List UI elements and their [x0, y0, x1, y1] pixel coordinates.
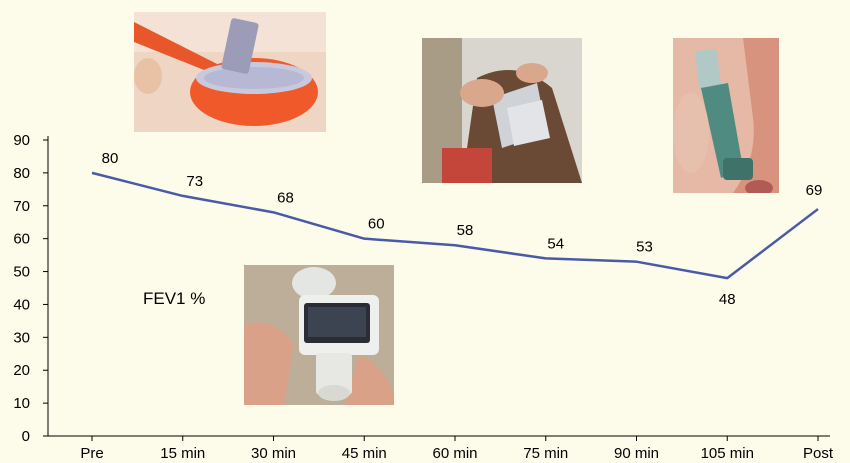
data-label: 58 [457, 222, 474, 239]
fev1-annotation: FEV1 % [143, 289, 206, 308]
data-label: 80 [102, 150, 119, 167]
x-tick-label: 90 min [614, 445, 659, 462]
asthma-inhaler-photo [673, 38, 779, 193]
y-tick-label: 90 [13, 132, 30, 149]
data-labels: 80 73 68 60 58 54 53 48 69 [102, 150, 823, 308]
x-tick-label: 45 min [342, 445, 387, 462]
x-tick-label: Post [803, 445, 834, 462]
x-tick-label: 75 min [523, 445, 568, 462]
x-tick-label: 105 min [701, 445, 754, 462]
x-axis: Pre 15 min 30 min 45 min 60 min 75 min 90 min 1… [48, 435, 834, 462]
y-tick-label: 0 [22, 428, 30, 445]
y-tick-label: 40 [13, 296, 30, 313]
x-tick-label: 60 min [432, 445, 477, 462]
y-tick-label: 30 [13, 329, 30, 346]
handheld-spirometer-photo [244, 265, 394, 405]
data-label: 69 [806, 182, 823, 199]
data-label: 60 [368, 216, 385, 233]
data-label: 54 [547, 235, 564, 252]
y-tick-label: 50 [13, 264, 30, 281]
y-axis: 0 10 20 30 40 50 60 70 80 90 [13, 132, 49, 445]
y-tick-label: 60 [13, 231, 30, 248]
hair-dye-bowl-photo [134, 12, 326, 132]
y-tick-label: 10 [13, 395, 30, 412]
data-label: 73 [186, 173, 203, 190]
data-label: 48 [719, 291, 736, 308]
hair-foil-application-photo [422, 38, 582, 183]
y-tick-label: 80 [13, 165, 30, 182]
x-tick-label: Pre [80, 445, 103, 462]
series-fev1 [91, 171, 819, 280]
x-tick-label: 15 min [160, 445, 205, 462]
data-label: 53 [636, 239, 653, 256]
data-label: 68 [277, 189, 294, 206]
y-tick-label: 20 [13, 362, 30, 379]
y-tick-label: 70 [13, 198, 30, 215]
x-tick-label: 30 min [251, 445, 296, 462]
